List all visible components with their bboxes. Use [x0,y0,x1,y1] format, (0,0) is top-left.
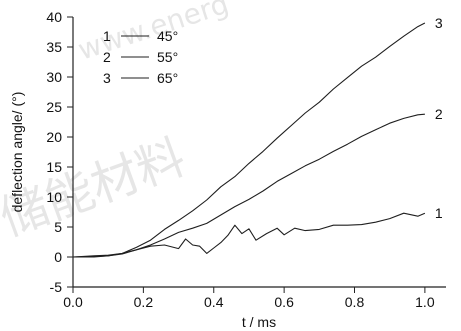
x-axis-label: t / ms [242,314,276,330]
y-tick-label: 35 [46,39,62,55]
y-tick-label: 40 [46,9,62,25]
curve-label-2: 2 [435,106,443,122]
x-tick-label: 0.8 [345,294,365,310]
y-tick-label: 20 [46,129,62,145]
curve-label-1: 1 [435,205,443,221]
legend: 1 45° 2 55° 3 65° [103,28,178,86]
y-axis-label: deflection angle/ (°) [9,92,25,213]
legend-id: 1 [103,28,111,44]
series-layer: 1 2 3 [72,15,443,258]
legend-id: 2 [103,49,111,65]
legend-label: 45° [157,28,178,44]
y-tick-label: 25 [46,99,62,115]
y-tick-label: 10 [46,189,62,205]
y-tick-label: 5 [54,219,62,235]
x-tick-label: 0.0 [63,294,83,310]
y-tick-label: 0 [54,249,62,265]
x-tick-label: 1.0 [415,294,435,310]
y-tick-label: 15 [46,159,62,175]
y-tick-label: 30 [46,69,62,85]
x-tick-label: 0.6 [274,294,294,310]
curve-label-3: 3 [435,15,443,31]
axes-frame [72,17,446,288]
series-line-2 [72,113,425,258]
x-tick-label: 0.4 [204,294,224,310]
legend-id: 3 [103,70,111,86]
x-tick-label: 0.2 [134,294,154,310]
watermark-layer: www.energ 储能材料 [0,0,233,247]
legend-label: 55° [157,49,178,65]
series-line-1 [73,212,426,258]
x-axis-ticks: 0.0 0.2 0.4 0.6 0.8 1.0 [63,287,435,310]
y-axis-ticks: -5 0 5 10 15 20 25 30 35 40 [46,9,73,295]
series-line-3 [72,22,426,258]
legend-label: 65° [157,70,178,86]
watermark-latin: www.energ [74,0,233,67]
y-tick-label: -5 [50,279,63,295]
